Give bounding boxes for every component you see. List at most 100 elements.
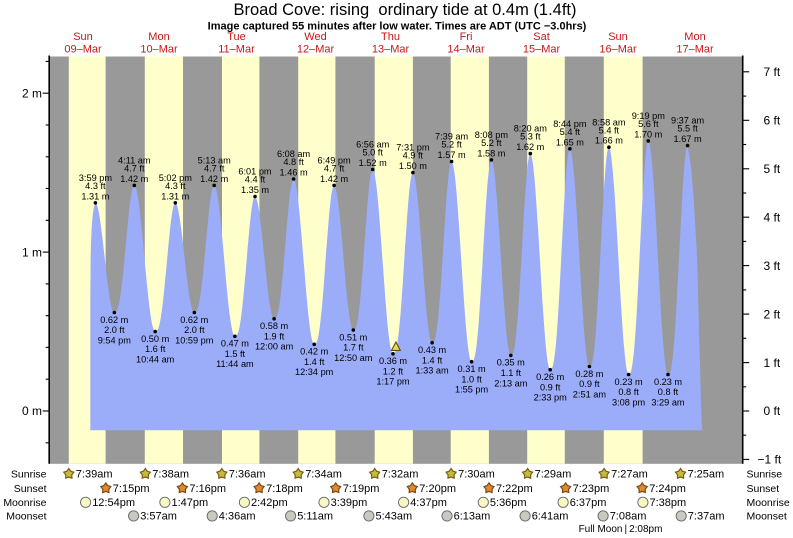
svg-text:5.5 ft: 5.5 ft: [677, 124, 698, 134]
svg-text:1 ft: 1 ft: [764, 356, 781, 370]
svg-text:3:59 pm: 3:59 pm: [79, 173, 113, 183]
svg-text:Broad Cove: rising ordinary t: Broad Cove: rising ordinary tide at 0.4m…: [234, 1, 577, 19]
svg-text:7:15pm: 7:15pm: [113, 483, 150, 495]
svg-text:2:42pm: 2:42pm: [251, 497, 288, 509]
svg-text:0.26 m: 0.26 m: [536, 372, 564, 382]
svg-text:7:18pm: 7:18pm: [266, 483, 303, 495]
svg-text:5.3 ft: 5.3 ft: [520, 132, 541, 142]
svg-text:0.23 m: 0.23 m: [615, 377, 643, 387]
svg-text:−1 ft: −1 ft: [758, 453, 782, 467]
svg-text:7:25am: 7:25am: [688, 469, 725, 481]
svg-text:Mon: Mon: [684, 31, 705, 43]
svg-text:4.3 ft: 4.3 ft: [165, 181, 186, 191]
svg-text:1.4 ft: 1.4 ft: [304, 357, 325, 367]
svg-text:10:59 pm: 10:59 pm: [175, 335, 214, 345]
svg-text:6:37pm: 6:37pm: [570, 497, 607, 509]
svg-text:5:36pm: 5:36pm: [490, 497, 527, 509]
svg-text:7:20pm: 7:20pm: [419, 483, 456, 495]
svg-text:09–Mar: 09–Mar: [64, 44, 102, 56]
svg-text:0.62 m: 0.62 m: [180, 315, 208, 325]
svg-text:Moonset: Moonset: [6, 511, 46, 523]
svg-text:7:31 pm: 7:31 pm: [396, 143, 430, 153]
svg-text:0 ft: 0 ft: [764, 404, 781, 418]
svg-text:5 ft: 5 ft: [764, 162, 781, 176]
svg-text:Thu: Thu: [381, 31, 400, 43]
svg-text:0.23 m: 0.23 m: [654, 377, 682, 387]
svg-text:1.1 ft: 1.1 ft: [501, 368, 522, 378]
svg-text:1.70 m: 1.70 m: [634, 129, 662, 139]
svg-text:Sun: Sun: [73, 31, 93, 43]
svg-text:12–Mar: 12–Mar: [297, 44, 335, 56]
svg-text:1.6 ft: 1.6 ft: [145, 344, 166, 354]
svg-text:5.4 ft: 5.4 ft: [599, 125, 620, 135]
svg-text:2:51 am: 2:51 am: [573, 389, 607, 399]
svg-text:4.7 ft: 4.7 ft: [124, 164, 145, 174]
svg-text:7:39am: 7:39am: [76, 469, 113, 481]
svg-text:Mon: Mon: [148, 31, 169, 43]
svg-text:4:36am: 4:36am: [219, 511, 256, 523]
svg-text:7:23pm: 7:23pm: [573, 483, 610, 495]
svg-text:7:29am: 7:29am: [535, 469, 572, 481]
svg-text:7:24pm: 7:24pm: [649, 483, 686, 495]
svg-text:0.31 m: 0.31 m: [458, 364, 486, 374]
svg-text:1.62 m: 1.62 m: [516, 142, 544, 152]
svg-text:0.35 m: 0.35 m: [497, 358, 525, 368]
svg-text:0.36 m: 0.36 m: [379, 356, 407, 366]
svg-text:1.0 ft: 1.0 ft: [461, 374, 482, 384]
svg-text:1:47pm: 1:47pm: [172, 497, 209, 509]
svg-text:Sunrise: Sunrise: [11, 469, 47, 481]
svg-text:3:39pm: 3:39pm: [331, 497, 368, 509]
svg-text:1.58 m: 1.58 m: [477, 148, 505, 158]
svg-text:1.31 m: 1.31 m: [161, 191, 189, 201]
svg-text:1.2 ft: 1.2 ft: [383, 366, 404, 376]
svg-text:7:19pm: 7:19pm: [343, 483, 380, 495]
svg-text:12:34 pm: 12:34 pm: [295, 367, 334, 377]
svg-text:5:02 pm: 5:02 pm: [159, 173, 193, 183]
svg-text:3:57am: 3:57am: [140, 511, 177, 523]
svg-text:5.0 ft: 5.0 ft: [362, 148, 383, 158]
svg-text:5.2 ft: 5.2 ft: [481, 138, 502, 148]
svg-text:7:16pm: 7:16pm: [189, 483, 226, 495]
svg-text:7 ft: 7 ft: [764, 65, 781, 79]
svg-text:4:11 am: 4:11 am: [118, 156, 151, 166]
svg-text:0.42 m: 0.42 m: [300, 347, 328, 357]
svg-text:Fri: Fri: [460, 31, 473, 43]
svg-text:9:54 pm: 9:54 pm: [98, 335, 132, 345]
svg-text:2:33 pm: 2:33 pm: [534, 393, 568, 403]
svg-text:1.42 m: 1.42 m: [320, 174, 348, 184]
svg-text:4.3 ft: 4.3 ft: [85, 181, 106, 191]
svg-text:1 m: 1 m: [22, 245, 42, 259]
svg-text:11:44 am: 11:44 am: [216, 359, 254, 369]
svg-text:5:43am: 5:43am: [376, 511, 413, 523]
svg-text:6:41am: 6:41am: [532, 511, 569, 523]
svg-text:0.47 m: 0.47 m: [221, 339, 249, 349]
svg-text:8:20 am: 8:20 am: [514, 124, 548, 134]
svg-text:10:44 am: 10:44 am: [136, 354, 175, 364]
svg-text:1.42 m: 1.42 m: [120, 174, 148, 184]
svg-text:0.43 m: 0.43 m: [418, 345, 446, 355]
svg-text:0.50 m: 0.50 m: [141, 334, 169, 344]
svg-text:6:13am: 6:13am: [454, 511, 491, 523]
svg-text:12:54pm: 12:54pm: [92, 497, 135, 509]
svg-text:7:39 am: 7:39 am: [435, 132, 469, 142]
svg-text:1.7 ft: 1.7 ft: [343, 343, 364, 353]
svg-text:7:37am: 7:37am: [688, 511, 725, 523]
svg-text:0.51 m: 0.51 m: [339, 332, 367, 342]
svg-text:7:38pm: 7:38pm: [650, 497, 687, 509]
svg-text:Moonrise: Moonrise: [747, 497, 790, 509]
svg-text:7:22pm: 7:22pm: [496, 483, 533, 495]
svg-text:5.4 ft: 5.4 ft: [560, 127, 581, 137]
svg-text:4 ft: 4 ft: [764, 210, 781, 224]
svg-text:1.42 m: 1.42 m: [200, 174, 228, 184]
svg-text:7:27am: 7:27am: [611, 469, 648, 481]
svg-text:8:44 pm: 8:44 pm: [553, 119, 587, 129]
svg-text:3 ft: 3 ft: [764, 259, 781, 273]
svg-text:4.7 ft: 4.7 ft: [204, 164, 225, 174]
svg-text:5:11am: 5:11am: [297, 511, 333, 523]
svg-text:1.50 m: 1.50 m: [399, 161, 427, 171]
svg-text:12:50 am: 12:50 am: [334, 353, 373, 363]
svg-text:1.52 m: 1.52 m: [359, 158, 387, 168]
svg-text:1.46 m: 1.46 m: [280, 168, 308, 178]
svg-text:11–Mar: 11–Mar: [218, 44, 255, 56]
svg-text:3:29 am: 3:29 am: [651, 397, 685, 407]
